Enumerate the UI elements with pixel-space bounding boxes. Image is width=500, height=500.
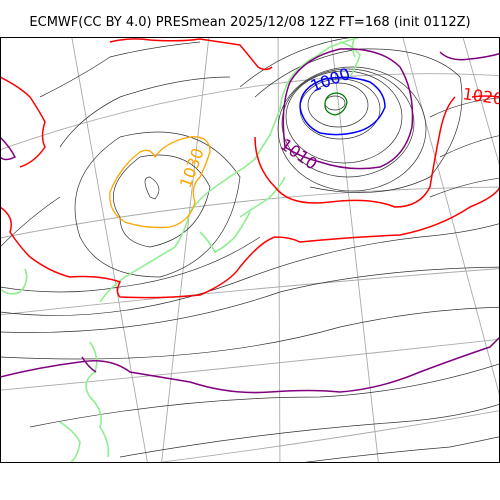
- coastline-kuril: [339, 41, 361, 78]
- meridian-line: [71, 37, 148, 463]
- isobar-1010-ne: [439, 51, 500, 61]
- meridian-line: [161, 37, 210, 463]
- coastline-taiwan: [59, 421, 81, 463]
- latitude-line: [0, 73, 500, 151]
- isobar-1010-north: [282, 48, 414, 170]
- coastlines: [0, 37, 361, 463]
- coastline-sakhalin: [351, 37, 356, 58]
- isobar-1010-south: [0, 336, 500, 394]
- coastline-hokkaido: [239, 176, 286, 218]
- isobar-1010-west: [0, 136, 17, 161]
- isobar-1020-south: [0, 186, 500, 299]
- isobar-1030: [109, 136, 211, 229]
- isobars-minor: [0, 37, 500, 463]
- weather-map: 1000 1010 1020 1030: [0, 37, 500, 463]
- isobar-1000: [299, 76, 386, 136]
- meridian-line: [330, 37, 379, 463]
- coastline-mainland: [0, 268, 28, 295]
- contour-label-1020: 1020: [461, 84, 500, 108]
- latitude-line: [0, 186, 500, 239]
- meridian-line: [462, 37, 500, 169]
- graticule: [0, 37, 500, 463]
- latitude-line: [0, 338, 500, 391]
- isobar-1020-east: [254, 96, 456, 208]
- coastline-philippines: [85, 341, 110, 458]
- isobar-1010-philippines: [81, 356, 97, 373]
- latitude-line: [0, 268, 500, 316]
- isobar-1020-ne: [471, 95, 500, 98]
- meridian-line: [402, 37, 500, 398]
- coastline-korea: [199, 211, 251, 254]
- contour-label-1030: 1030: [176, 146, 208, 191]
- coastline-japan: [99, 37, 361, 303]
- contour-label-1010: 1010: [277, 135, 321, 174]
- isobar-1020-west: [0, 76, 46, 168]
- isobar-990: [324, 92, 348, 116]
- contour-label-1000: 1000: [308, 64, 353, 96]
- chart-title: ECMWF(CC BY 4.0) PRESmean 2025/12/08 12Z…: [29, 15, 471, 30]
- latitude-line: [151, 410, 500, 463]
- isobar-1020-north: [109, 38, 273, 71]
- meridian-line: [277, 37, 281, 463]
